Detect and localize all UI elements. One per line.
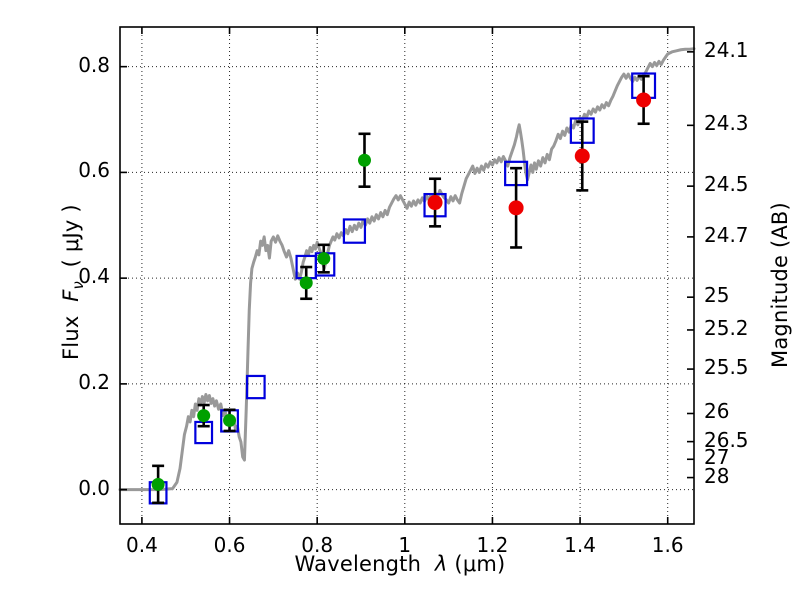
- model-photometry-squares: [148, 72, 657, 505]
- mag-tick-24.7: 24.7: [704, 222, 749, 247]
- mag-tick-25: 25: [704, 283, 730, 308]
- y-tick-0.2: 0.2: [78, 369, 110, 394]
- y-axis-title-wrap: Flux Fν ( μJy ): [59, 22, 87, 542]
- y-axis-title: Flux Fν ( μJy ): [58, 204, 87, 360]
- mag-tick-25.2: 25.2: [704, 315, 749, 340]
- x-tick-1.2: 1.2: [476, 533, 509, 557]
- y-axis-title-unit: ( μJy ): [58, 204, 83, 268]
- mag-tick-27: 27: [704, 445, 730, 470]
- axis-ticks: [120, 27, 694, 524]
- y-axis-title-symbol: F: [58, 289, 83, 302]
- x-tick-1.4: 1.4: [564, 533, 596, 557]
- x-tick-0.6: 0.6: [213, 533, 246, 557]
- mag-tick-24.3: 24.3: [704, 111, 749, 136]
- x-axis-title: Wavelength λ (μm): [0, 552, 800, 576]
- x-tick-0.8: 0.8: [301, 533, 334, 557]
- y-tick-0.0: 0.0: [78, 475, 110, 500]
- error-bars: [152, 74, 650, 505]
- x-axis-title-unit: (μm): [454, 552, 506, 576]
- model-spectrum-line: [118, 47, 696, 492]
- y-tick-0.6: 0.6: [78, 158, 110, 183]
- x-axis-title-symbol: λ: [434, 552, 448, 576]
- x-tick-0.4: 0.4: [126, 533, 158, 557]
- x-tick-1: 1: [398, 533, 412, 557]
- mag-tick-26: 26: [704, 399, 730, 424]
- y-tick-0.8: 0.8: [78, 52, 110, 77]
- right-axis-title-wrap: Magnitude (AB): [768, 25, 792, 545]
- mag-tick-25.5: 25.5: [704, 355, 749, 380]
- y-tick-0.4: 0.4: [78, 264, 110, 289]
- grid-lines: [120, 27, 694, 524]
- x-tick-1.6: 1.6: [651, 533, 684, 557]
- right-axis-title: Magnitude (AB): [768, 202, 792, 368]
- mag-tick-26.5: 26.5: [704, 427, 749, 452]
- y-axis-title-subscript: ν: [70, 281, 88, 290]
- data-point-markers: [151, 92, 652, 491]
- x-axis-title-word: Wavelength: [294, 552, 422, 576]
- mag-tick-24.5: 24.5: [704, 172, 749, 197]
- mag-tick-28: 28: [704, 463, 730, 488]
- axes-frame: [119, 26, 695, 525]
- mag-tick-24.1: 24.1: [704, 37, 749, 62]
- y-axis-title-word: Flux: [58, 315, 83, 360]
